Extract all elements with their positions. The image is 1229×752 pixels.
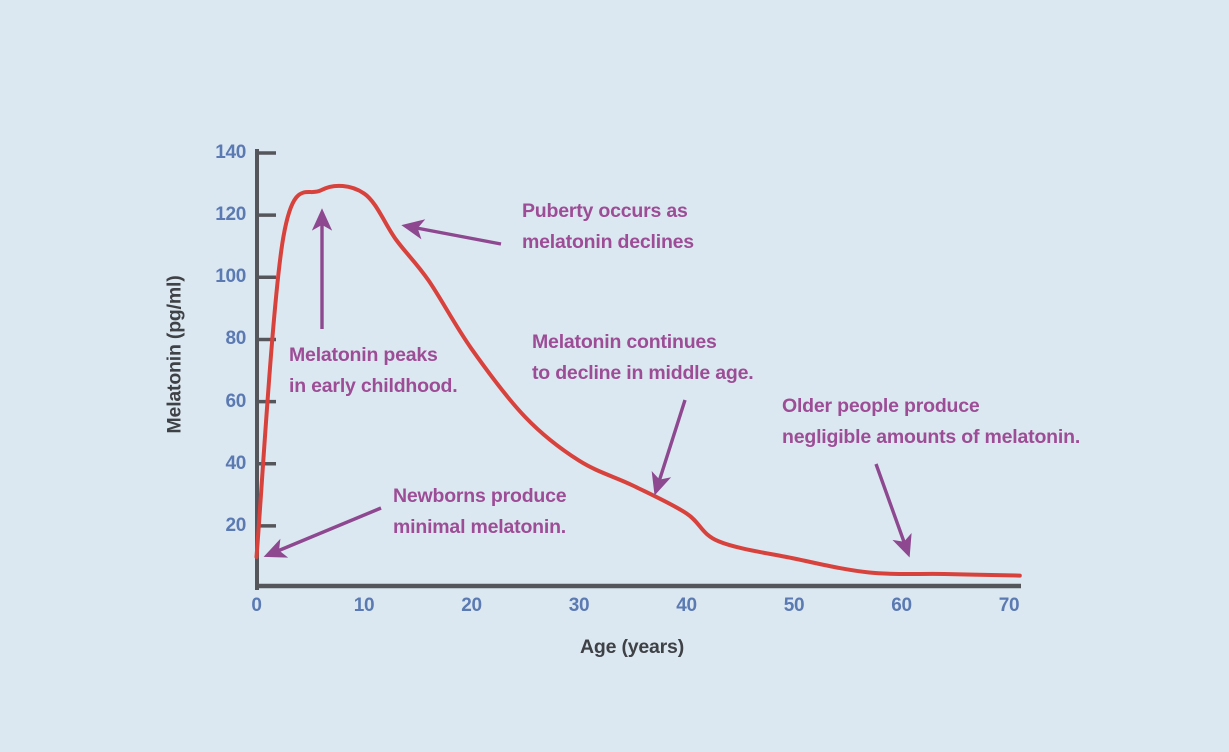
x-tick-label: 50 [783,595,805,616]
y-axis-ticks [257,151,276,528]
peak-line-1: Melatonin peaks [289,344,438,366]
y-tick-label: 120 [215,204,246,226]
x-tick-label: 20 [461,595,482,616]
puberty-line-2: melatonin declines [522,230,694,253]
y-axis-title: Melatonin (pg/ml) [163,275,186,434]
y-tick-label: 140 [215,142,246,164]
puberty-arrow [401,219,502,246]
newborns-annotation: Newborns produce minimal melatonin. [393,481,567,542]
newborns-line-1: Newborns produce [393,485,567,507]
newborns-line-2: minimal melatonin. [393,515,567,538]
newborns-arrow [263,506,382,558]
y-tick-label: 40 [225,452,246,474]
axes [255,149,1021,590]
y-tick-label: 60 [225,390,246,412]
annotation-arrows [263,208,912,558]
x-tick-label: 70 [998,595,1020,616]
y-tick-label: 80 [225,328,246,350]
middle-age-annotation: Melatonin continues to decline in middle … [532,327,754,388]
middle-age-line-2: to decline in middle age. [532,361,754,384]
older-line-2: negligible amounts of melatonin. [782,425,1081,448]
peak-annotation: Melatonin peaks in early childhood. [289,340,458,401]
older-line-1: Older people produce [782,395,980,417]
x-tick-label: 0 [251,595,262,616]
puberty-annotation: Puberty occurs as melatonin declines [522,196,694,257]
x-tick-label: 10 [353,595,375,616]
older-annotation: Older people produce negligible amounts o… [782,391,1080,452]
middle-age-arrow [651,399,687,496]
peak-line-2: in early childhood. [289,374,458,397]
melatonin-curve [254,183,1022,578]
older-arrow [874,463,912,558]
x-tick-label: 60 [891,595,912,616]
middle-age-line-1: Melatonin continues [532,331,717,353]
y-tick-label: 100 [215,266,246,288]
x-tick-label: 40 [676,595,697,616]
x-tick-label: 30 [568,595,590,616]
puberty-line-1: Puberty occurs as [522,200,688,222]
melatonin-line [254,183,1022,578]
x-axis-title: Age (years) [579,636,684,658]
y-tick-label: 20 [225,514,246,536]
